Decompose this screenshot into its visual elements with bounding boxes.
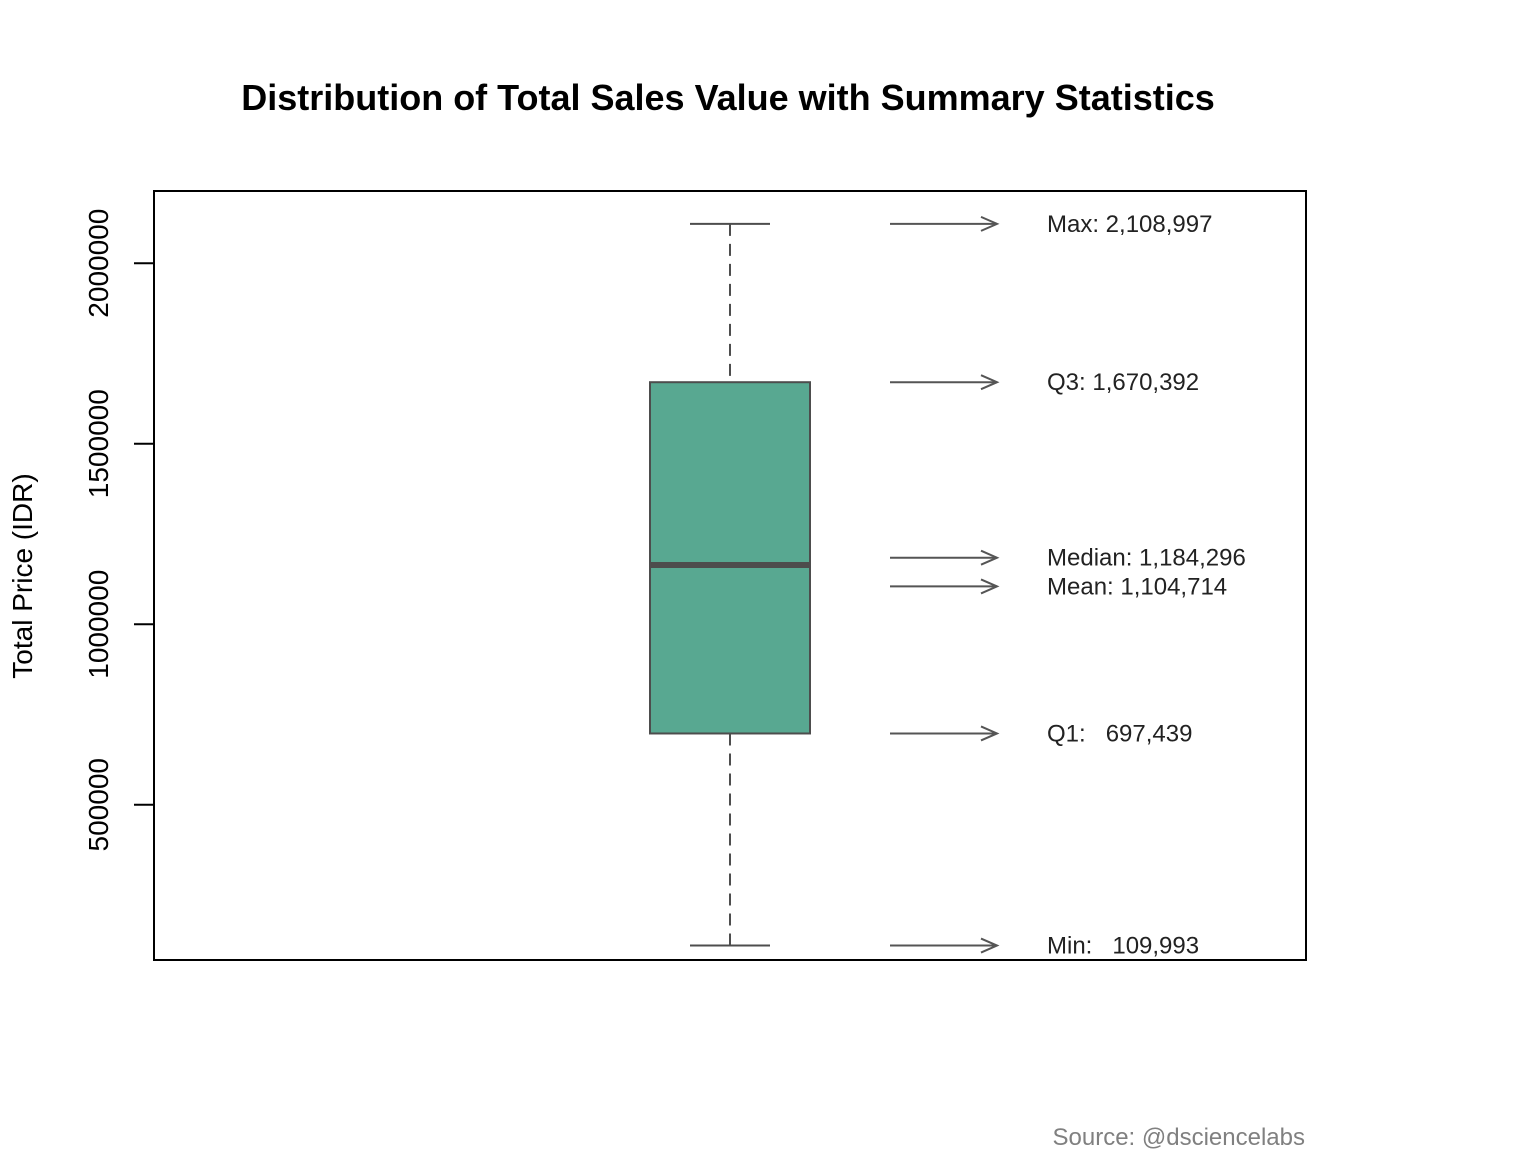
median-arrowhead [980, 549, 1000, 566]
y-tick-label-2: 1500000 [83, 389, 114, 498]
max-label: Max: 2,108,997 [1047, 211, 1212, 238]
plot-frame [153, 190, 1307, 961]
y-axis-label: Total Price (IDR) [7, 473, 38, 678]
mean-label: Mean: 1,104,714 [1047, 573, 1227, 600]
chart-title: Distribution of Total Sales Value with S… [241, 77, 1215, 118]
q3-label: Q3: 1,670,392 [1047, 369, 1199, 396]
y-tick-label-1: 1000000 [83, 570, 114, 679]
q1-label: Q1: 697,439 [1047, 720, 1192, 747]
q1-arrowhead [980, 725, 1000, 742]
iqr-box [649, 381, 811, 735]
median-label: Median: 1,184,296 [1047, 545, 1246, 572]
boxplot [649, 222, 811, 947]
y-tick-label-0: 500000 [83, 758, 114, 851]
min-label: Min: 109,993 [1047, 933, 1199, 960]
max-arrowhead [980, 215, 1000, 232]
mean-arrowhead [980, 578, 1000, 595]
min-arrowhead [980, 937, 1000, 954]
annotations: Max: 2,108,997 Q3: 1,670,392 Median: 1,184… [890, 211, 1246, 960]
y-tick-label-3: 2000000 [83, 209, 114, 318]
source-note: Source: @dsciencelabs [1053, 1124, 1306, 1151]
y-axis: 500000 1000000 1500000 2000000 [83, 209, 154, 851]
q3-arrowhead [980, 374, 1000, 391]
